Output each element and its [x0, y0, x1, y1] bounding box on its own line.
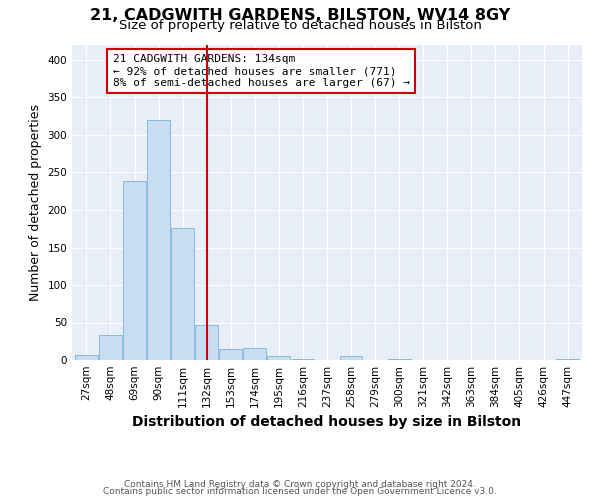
Bar [99, 335, 122, 360]
Bar [244, 348, 266, 360]
Bar [75, 355, 98, 360]
Y-axis label: Number of detached properties: Number of detached properties [29, 104, 42, 301]
Text: 21 CADGWITH GARDENS: 134sqm
← 92% of detached houses are smaller (771)
8% of sem: 21 CADGWITH GARDENS: 134sqm ← 92% of det… [113, 54, 410, 88]
Bar [292, 359, 314, 360]
Bar [171, 228, 194, 360]
Bar [268, 356, 290, 360]
Bar [195, 325, 218, 360]
X-axis label: Distribution of detached houses by size in Bilston: Distribution of detached houses by size … [133, 416, 521, 430]
Text: Size of property relative to detached houses in Bilston: Size of property relative to detached ho… [119, 18, 481, 32]
Text: Contains public sector information licensed under the Open Government Licence v3: Contains public sector information licen… [103, 487, 497, 496]
Bar [556, 358, 579, 360]
Bar [340, 356, 362, 360]
Bar [123, 182, 146, 360]
Bar [147, 120, 170, 360]
Text: Contains HM Land Registry data © Crown copyright and database right 2024.: Contains HM Land Registry data © Crown c… [124, 480, 476, 489]
Bar [220, 349, 242, 360]
Text: 21, CADGWITH GARDENS, BILSTON, WV14 8GY: 21, CADGWITH GARDENS, BILSTON, WV14 8GY [90, 8, 510, 22]
Bar [388, 358, 410, 360]
